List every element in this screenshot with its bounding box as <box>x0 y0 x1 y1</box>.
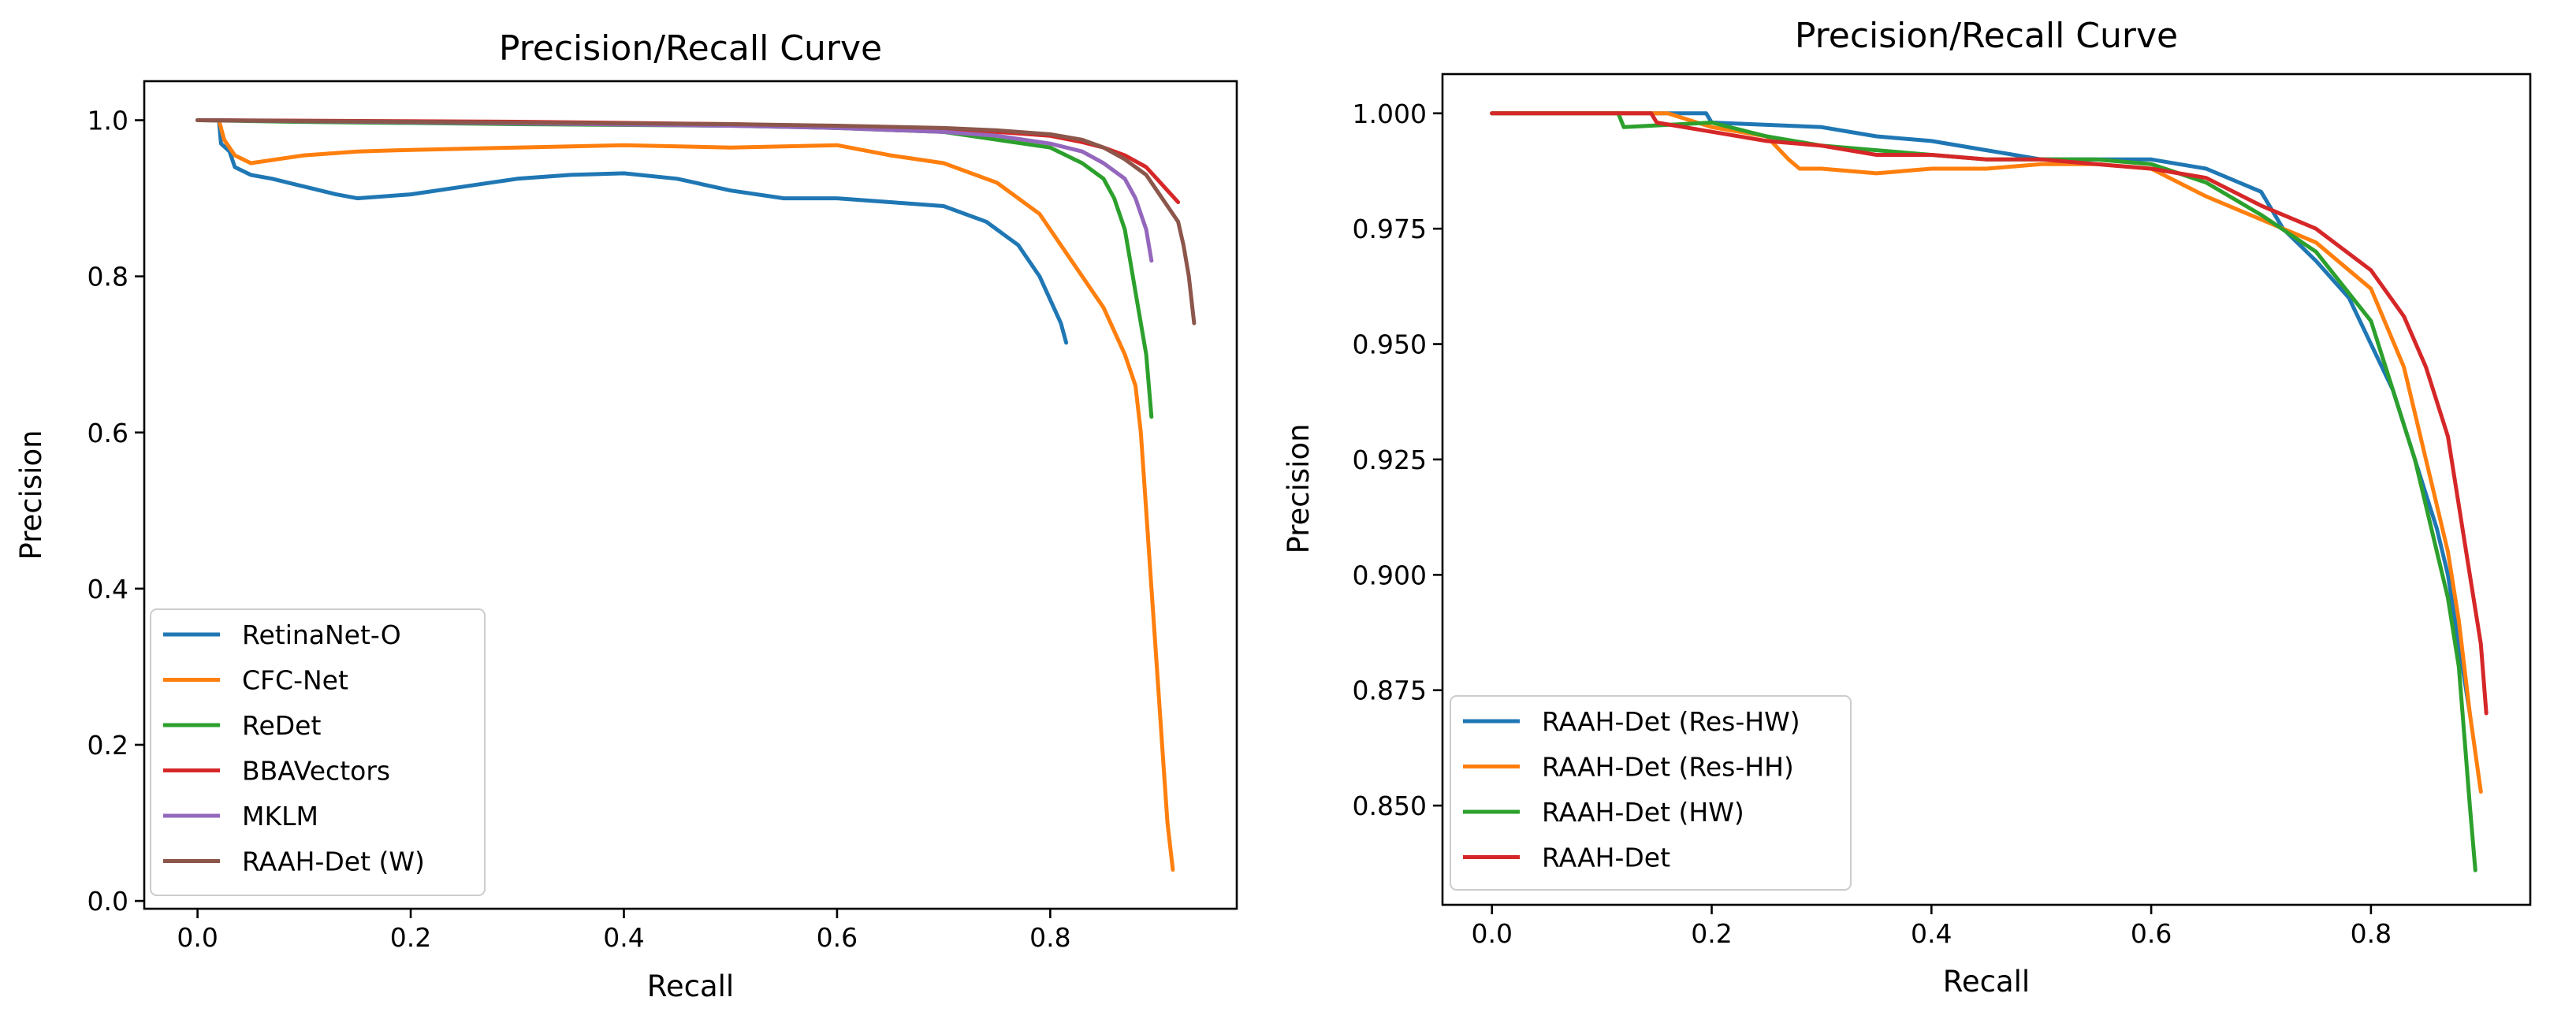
x-tick-label: 0.8 <box>1029 922 1070 953</box>
y-tick-label: 0.2 <box>87 730 128 761</box>
legend-label: ReDet <box>242 710 321 741</box>
y-tick-label: 1.0 <box>87 106 128 136</box>
x-tick-label: 0.6 <box>817 922 858 953</box>
series-layer <box>1490 111 2489 872</box>
legend-label: RAAH-Det <box>1542 843 1670 873</box>
series-line-4 <box>1490 111 2489 716</box>
x-tick-label: 0.4 <box>1911 918 1952 949</box>
y-axis-label: Precision <box>1282 423 1316 553</box>
legend-label: RAAH-Det (W) <box>242 846 425 877</box>
y-tick-label: 0.8 <box>87 262 128 292</box>
y-axis-label: Precision <box>14 430 48 560</box>
y-tick-label: 0.900 <box>1353 560 1427 590</box>
legend-label: CFC-Net <box>242 665 348 696</box>
x-tick-label: 0.0 <box>1471 918 1512 949</box>
x-tick-label: 0.2 <box>1691 918 1732 949</box>
y-tick-label: 0.4 <box>87 574 128 605</box>
chart-left: Precision/Recall Curve 0.0 0.2 0.4 0.6 0.8 0… <box>14 28 1238 1003</box>
legend-label: RetinaNet-O <box>242 619 401 650</box>
x-axis-label: Recall <box>647 969 734 1003</box>
x-axis-label: Recall <box>1943 965 2030 999</box>
series-layer <box>195 118 1197 872</box>
legend-box <box>1450 695 1852 891</box>
plot-frame <box>143 80 1238 910</box>
y-tick-label: 0.875 <box>1353 675 1427 706</box>
y-axis-ticks: 0.0 0.2 0.4 0.6 0.8 1.0 <box>87 106 144 917</box>
y-tick-label: 0.0 <box>87 886 128 917</box>
legend: RetinaNet-O CFC-Net ReDet BBAVectors MKLM RAA… <box>150 608 486 896</box>
y-axis-ticks: 0.850 0.875 0.900 0.925 0.950 0.975 1.000 <box>1353 99 1442 821</box>
series-line-1 <box>195 118 1069 345</box>
y-tick-label: 0.975 <box>1353 214 1427 244</box>
chart-title: Precision/Recall Curve <box>1795 16 2178 56</box>
x-tick-label: 0.2 <box>390 922 431 953</box>
x-tick-label: 0.0 <box>177 922 218 953</box>
legend-label: RAAH-Det (HW) <box>1542 797 1744 828</box>
x-tick-label: 0.6 <box>2131 918 2172 949</box>
legend-label: MKLM <box>242 801 318 832</box>
y-tick-label: 1.000 <box>1353 99 1427 129</box>
chart-title: Precision/Recall Curve <box>499 28 882 69</box>
series-line-1 <box>1490 111 2472 716</box>
x-axis-ticks: 0.0 0.2 0.4 0.6 0.8 <box>1471 905 2392 949</box>
y-tick-label: 0.6 <box>87 418 128 448</box>
legend: RAAH-Det (Res-HW) RAAH-Det (Res-HH) RAAH-D… <box>1450 695 1852 891</box>
y-tick-label: 0.925 <box>1353 445 1427 475</box>
y-tick-label: 0.850 <box>1353 791 1427 821</box>
series-line-2 <box>195 118 1175 872</box>
legend-box <box>150 608 486 896</box>
x-axis-ticks: 0.0 0.2 0.4 0.6 0.8 <box>177 909 1071 953</box>
plot-frame <box>1441 73 2532 906</box>
chart-right: Precision/Recall Curve 0.0 0.2 0.4 0.6 0.8 0… <box>1282 16 2532 999</box>
series-line-3 <box>1490 111 2477 872</box>
series-line-6 <box>195 118 1197 326</box>
y-tick-label: 0.950 <box>1353 329 1427 360</box>
legend-label: BBAVectors <box>242 756 390 787</box>
x-tick-label: 0.4 <box>603 922 644 953</box>
x-tick-label: 0.8 <box>2351 918 2392 949</box>
legend-label: RAAH-Det (Res-HH) <box>1542 752 1794 783</box>
legend-label: RAAH-Det (Res-HW) <box>1542 706 1800 737</box>
